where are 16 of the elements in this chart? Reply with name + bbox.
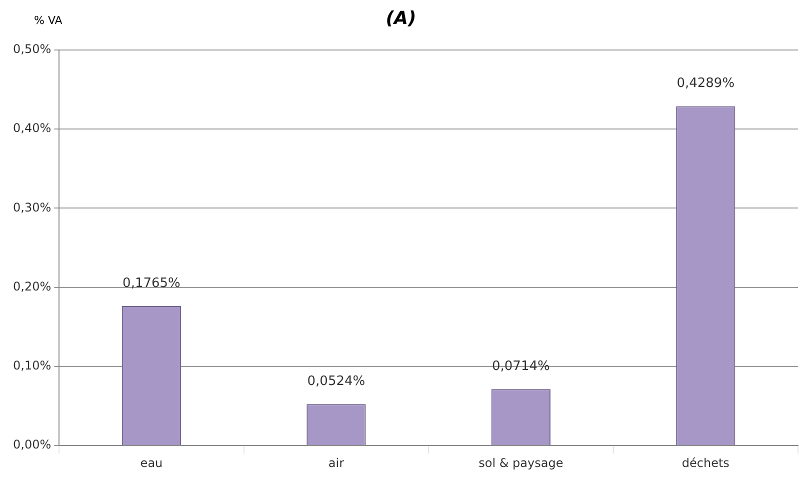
data-label: 0,0524% (307, 374, 366, 390)
x-tick-label: déchets (682, 456, 730, 470)
data-label: 0,0714% (492, 358, 550, 374)
y-tick-label: 0,50% (12, 42, 52, 56)
y-tick-label: 0,30% (12, 200, 52, 214)
y-tick-label: 0,00% (12, 438, 52, 452)
y-tick-label: 0,40% (12, 121, 52, 136)
y-tick-label: 0,20% (12, 279, 52, 294)
y-tick-label: 0,10% (12, 358, 52, 373)
data-label: 0,1765% (122, 276, 180, 291)
x-tick-label: sol & paysage (478, 456, 564, 470)
data-label: 0,4289% (676, 76, 735, 92)
x-tick-label: eau (140, 456, 163, 470)
y-axis-title: % VA (34, 14, 62, 27)
chart-title: (A) (386, 8, 416, 29)
x-tick-label: air (328, 456, 344, 470)
